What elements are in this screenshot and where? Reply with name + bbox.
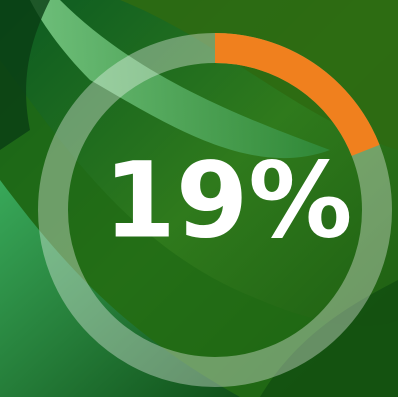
percent-label: 19% <box>104 139 353 261</box>
progress-arc <box>214 33 380 157</box>
